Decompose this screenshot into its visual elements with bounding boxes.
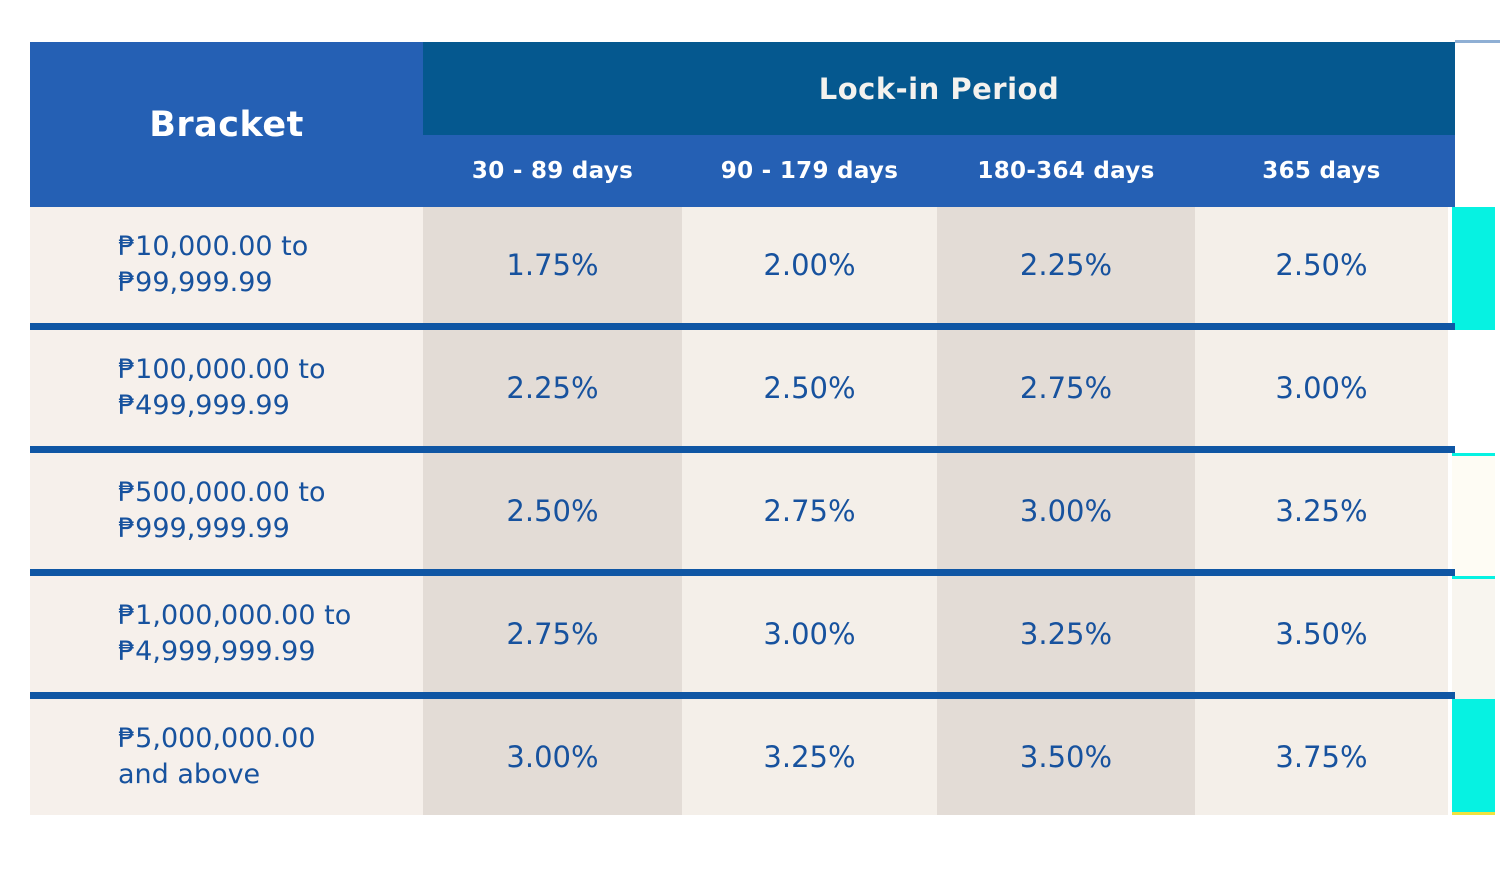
cyan-accent-strip <box>1452 207 1495 815</box>
period-column-header-180-364: 180-364 days <box>977 158 1155 184</box>
rate-cell: 2.75% <box>682 453 937 569</box>
rate-cell: 3.00% <box>937 453 1195 569</box>
bracket-range-line: ₱1,000,000.00 to <box>118 600 352 632</box>
rate-cell: 2.25% <box>423 330 682 446</box>
rate-cell: 3.25% <box>1195 453 1448 569</box>
bracket-range-line: ₱99,999.99 <box>118 267 273 298</box>
bracket-column-header: Bracket <box>30 42 423 207</box>
bracket-range-line: ₱100,000.00 to <box>118 354 326 386</box>
rate-cell: 2.50% <box>423 453 682 569</box>
rate-cell: 3.50% <box>937 699 1195 815</box>
table-row: ₱5,000,000.00 and above 3.00% 3.25% 3.50… <box>30 699 1455 815</box>
table-row: ₱1,000,000.00 to ₱4,999,999.99 2.75% 3.0… <box>30 576 1455 692</box>
rate-cell: 1.75% <box>423 207 682 323</box>
bracket-range-line: ₱4,999,999.99 <box>118 636 316 667</box>
rate-cell: 2.75% <box>937 330 1195 446</box>
rate-cell: 2.00% <box>682 207 937 323</box>
bracket-range-line: ₱499,999.99 <box>118 390 290 421</box>
bracket-range-line: ₱500,000.00 to <box>118 477 326 509</box>
accent-segment <box>1452 207 1495 330</box>
row-divider <box>30 569 1455 576</box>
bracket-cell: ₱100,000.00 to ₱499,999.99 <box>30 330 423 446</box>
rate-cell: 2.50% <box>682 330 937 446</box>
rate-cell: 2.50% <box>1195 207 1448 323</box>
rate-cell: 3.50% <box>1195 576 1448 692</box>
rate-cell: 2.25% <box>937 207 1195 323</box>
accent-segment <box>1452 576 1495 699</box>
period-subheader-row: 30 - 89 days 90 - 179 days 180-364 days … <box>423 135 1455 207</box>
bracket-cell: ₱5,000,000.00 and above <box>30 699 423 815</box>
period-column-header-90-179: 90 - 179 days <box>720 158 899 184</box>
row-divider <box>30 692 1455 699</box>
rate-cell: 3.25% <box>937 576 1195 692</box>
table-row: ₱10,000.00 to ₱99,999.99 1.75% 2.00% 2.2… <box>30 207 1455 323</box>
row-divider <box>30 323 1455 330</box>
interest-rate-table: Bracket Lock-in Period 30 - 89 days 90 -… <box>30 42 1455 815</box>
lockin-period-header: Lock-in Period <box>423 42 1455 135</box>
row-divider <box>30 446 1455 453</box>
rate-cell: 2.75% <box>423 576 682 692</box>
accent-segment <box>1452 699 1495 815</box>
bracket-cell: ₱10,000.00 to ₱99,999.99 <box>30 207 423 323</box>
bracket-range-line: and above <box>118 759 261 790</box>
period-column-header-365: 365 days <box>1262 158 1381 184</box>
accent-segment <box>1452 330 1495 453</box>
rate-cell: 3.00% <box>682 576 937 692</box>
accent-segment <box>1452 453 1495 576</box>
rate-cell: 3.75% <box>1195 699 1448 815</box>
top-accent-line <box>1455 40 1500 43</box>
lockin-header-group: Lock-in Period 30 - 89 days 90 - 179 day… <box>423 42 1455 207</box>
bracket-range-line: ₱999,999.99 <box>118 513 290 544</box>
rate-cell: 3.25% <box>682 699 937 815</box>
period-column-header-30-89: 30 - 89 days <box>471 158 634 184</box>
bracket-cell: ₱1,000,000.00 to ₱4,999,999.99 <box>30 576 423 692</box>
bracket-range-line: ₱10,000.00 to <box>118 231 309 263</box>
table-header-row: Bracket Lock-in Period 30 - 89 days 90 -… <box>30 42 1455 207</box>
table-row: ₱100,000.00 to ₱499,999.99 2.25% 2.50% 2… <box>30 330 1455 446</box>
bracket-cell: ₱500,000.00 to ₱999,999.99 <box>30 453 423 569</box>
table-row: ₱500,000.00 to ₱999,999.99 2.50% 2.75% 3… <box>30 453 1455 569</box>
bracket-range-line: ₱5,000,000.00 <box>118 723 316 755</box>
rate-cell: 3.00% <box>1195 330 1448 446</box>
rate-cell: 3.00% <box>423 699 682 815</box>
